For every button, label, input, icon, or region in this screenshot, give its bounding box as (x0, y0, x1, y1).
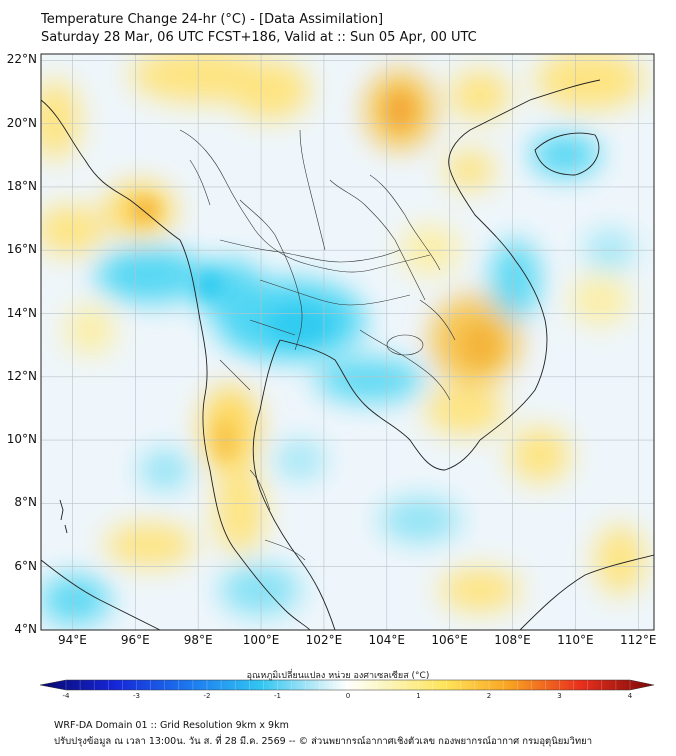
colorbar-tick-label: -1 (274, 692, 281, 700)
colorbar-tick-label: 0 (345, 692, 351, 700)
colorbar-title: อุณหภูมิเปลี่ยนแปลง หน่วย องศาเซลเซียส (… (246, 671, 430, 681)
lat-label: 20°N (6, 115, 37, 130)
lat-label: 22°N (6, 52, 37, 67)
lat-label: 10°N (6, 432, 37, 447)
peninsula-east-coast (252, 339, 336, 630)
colorbar (39, 679, 655, 691)
lon-label: 112°E (620, 633, 657, 647)
map-frame (40, 53, 655, 631)
lat-label: 8°N (14, 495, 37, 510)
gulf-coast (279, 339, 481, 471)
lat-label: 12°N (6, 368, 37, 383)
west-coast (41, 99, 311, 630)
map-subtitle: Saturday 28 Mar, 06 UTC FCST+186, Valid … (41, 30, 477, 45)
lat-label: 4°N (14, 622, 37, 636)
lat-label: 14°N (6, 305, 37, 320)
lon-label: 106°E (431, 633, 468, 647)
province-borders (179, 129, 456, 561)
map-title: Temperature Change 24-hr (°C) - [Data As… (41, 12, 384, 27)
colorbar-tick-label: 2 (486, 692, 492, 700)
lon-label: 100°E (242, 633, 280, 647)
lon-label: 108°E (494, 633, 531, 647)
tonle-sap-lake (386, 334, 424, 356)
lon-label: 102°E (305, 633, 343, 647)
map-plot-area (41, 54, 654, 630)
colorbar-tick-label: -3 (133, 692, 140, 700)
colorbar-tick-label: -4 (62, 692, 70, 700)
graticule (41, 54, 654, 630)
colorbar-tick-label: 1 (416, 692, 421, 700)
footer-model-info: WRF-DA Domain 01 :: Grid Resolution 9km … (54, 720, 289, 731)
colorbar-tick-label: 3 (557, 692, 562, 700)
coastlines (41, 79, 654, 630)
hainan-island (534, 132, 600, 176)
andaman-islands (59, 499, 64, 521)
lon-label: 98°E (183, 633, 213, 647)
sumatra-coast (41, 559, 161, 630)
borneo-coast (519, 554, 654, 630)
lon-label: 96°E (120, 633, 150, 647)
lat-label: 18°N (6, 178, 37, 193)
lat-label: 16°N (6, 242, 37, 257)
lon-label: 104°E (368, 633, 406, 647)
lon-label: 94°E (57, 633, 87, 647)
temperature-field (41, 54, 645, 625)
vietnam-coast (448, 79, 601, 441)
colorbar-tick-label: 4 (627, 692, 633, 700)
colorbar-tick-label: -2 (203, 692, 211, 700)
footer-credit: ปรับปรุงข้อมูล ณ เวลา 13:00น. วัน ส. ที่… (54, 736, 593, 747)
lon-label: 110°E (557, 633, 594, 647)
lat-label: 6°N (14, 558, 37, 573)
